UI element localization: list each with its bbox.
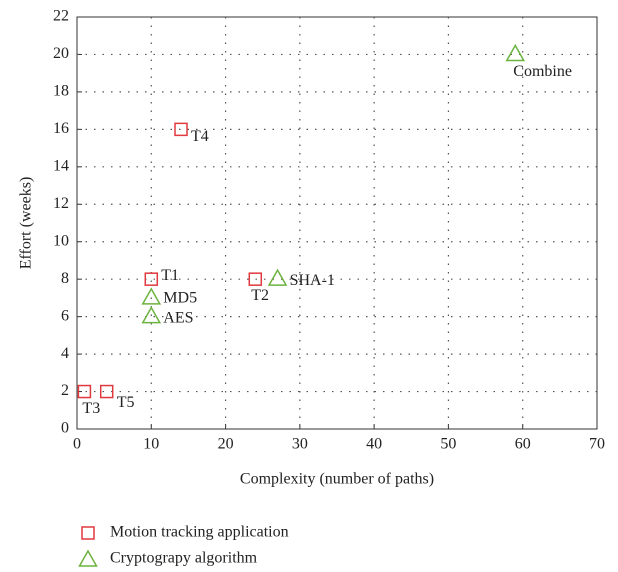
square-marker [248,272,263,286]
triangle-marker [267,268,288,286]
square-marker [144,272,159,286]
x-tick-label: 60 [515,436,531,453]
square-marker [174,122,188,137]
point-label: SHA-1 [290,272,335,289]
y-tick-label: 6 [61,307,69,324]
y-tick-label: 4 [61,345,69,362]
point-label: T1 [161,267,179,284]
x-tick-label: 10 [143,436,159,453]
y-tick-label: 18 [53,83,69,100]
y-tick-label: 8 [61,270,69,287]
x-tick-label: 30 [292,436,308,453]
plot-frame [76,16,598,430]
square-marker [99,384,114,399]
y-tick-label: 12 [53,195,69,212]
point-label: MD5 [163,290,197,307]
point-label: T2 [251,287,269,304]
triangle-marker [141,287,162,305]
y-tick-label: 10 [53,232,69,249]
y-tick-label: 22 [53,8,69,25]
x-tick-label: 70 [589,436,605,453]
x-tick-label: 50 [440,436,456,453]
point-label: T5 [117,394,135,411]
y-tick-label: 20 [53,45,69,62]
legend-label: Cryptograpy algorithm [110,550,258,567]
y-tick-label: 14 [53,157,69,174]
x-tick-label: 40 [366,436,382,453]
legend-marker [81,526,95,540]
point-label: T4 [191,128,209,145]
y-axis-label: Effort (weeks) [18,177,35,270]
x-tick-label: 0 [73,436,81,453]
square-marker [77,384,92,399]
legend-label: Motion tracking application [110,524,289,541]
y-tick-label: 2 [61,382,69,399]
legend-marker [78,549,98,567]
y-tick-label: 0 [61,420,69,437]
triangle-marker [141,306,162,324]
point-label: AES [163,309,193,326]
point-label: Combine [513,63,572,80]
x-axis-label: Complexity (number of paths) [240,471,434,488]
x-tick-label: 20 [218,436,234,453]
triangle-marker [505,43,526,62]
y-tick-label: 16 [53,120,69,137]
point-label: T3 [82,400,100,417]
